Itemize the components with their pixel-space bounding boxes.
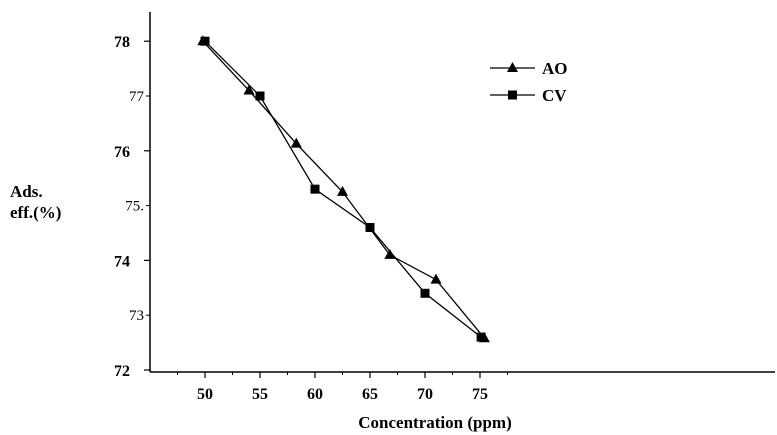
series-line-cv: [204, 40, 482, 338]
legend-marker-ao: [507, 62, 518, 72]
legend-label: CV: [542, 86, 567, 105]
x-tick-label: 60: [307, 386, 323, 403]
data-point-ao: [384, 248, 396, 259]
series-cv: [200, 36, 486, 342]
data-point-cv: [365, 223, 375, 233]
y-axis-title-line2: eff.(%): [10, 203, 61, 222]
data-point-ao: [290, 137, 302, 148]
legend-marker-cv: [508, 90, 517, 100]
y-tick-label: 77: [129, 89, 145, 105]
data-point-cv: [310, 184, 320, 194]
data-point-ao: [243, 84, 255, 95]
axes: [149, 12, 775, 373]
data-point-ao: [430, 273, 442, 284]
legend-label: AO: [542, 59, 568, 78]
series-ao: [197, 35, 490, 343]
x-tick-label: 65: [362, 386, 378, 403]
x-axis-title: Concentration (ppm): [358, 413, 511, 432]
data-point-ao: [337, 185, 348, 196]
data-point-cv: [200, 36, 210, 46]
data-point-cv: [476, 332, 486, 342]
y-tick-label: 76: [114, 144, 130, 161]
y-tick-label: 78: [114, 34, 130, 51]
x-tick-label: 50: [197, 386, 213, 403]
series-layer: [197, 35, 490, 343]
tick-group: 50 55 60 65 70 75 72 74 76 78 73 75. 77: [114, 34, 508, 403]
y-tick-label: 75.: [125, 199, 144, 215]
x-tick-label: 55: [252, 386, 268, 403]
data-point-cv: [255, 91, 265, 101]
data-point-cv: [420, 288, 430, 298]
x-tick-label: 70: [417, 386, 433, 403]
x-tick-label: 75: [472, 386, 488, 403]
y-tick-label: 72: [114, 363, 130, 380]
y-axis-title-line1: Ads.: [10, 182, 43, 201]
y-tick-label: 74: [114, 253, 130, 270]
y-tick-label: 73: [129, 308, 144, 324]
legend: AO CV: [490, 59, 568, 105]
